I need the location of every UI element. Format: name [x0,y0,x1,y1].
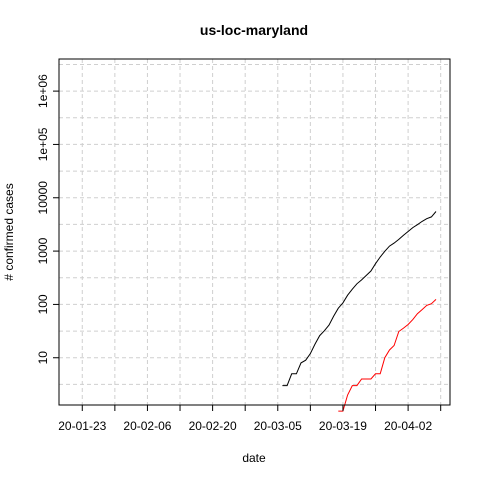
x-tick-label: 20-03-05 [254,419,302,433]
y-tick-label: 1000 [36,237,50,264]
chart-title: us-loc-maryland [200,22,308,38]
y-tick-label: 1e+06 [36,74,50,108]
series-line-1 [282,211,437,387]
x-tick-label: 20-02-06 [123,419,171,433]
x-axis: 20-01-23 20-02-06 20-02-20 20-03-05 20-03-19… [58,404,442,433]
x-tick-label: 20-01-23 [58,419,106,433]
x-axis-label: date [242,451,266,465]
series-lines [282,211,437,412]
y-axis: 10 100 1000 10000 1e+05 1e+06 [36,74,60,365]
y-tick-label: 1e+05 [36,127,50,161]
x-tick-label: 20-03-19 [319,419,367,433]
plot-area-border [58,58,451,406]
x-tick-label: 20-04-02 [384,419,432,433]
y-axis-label: # confirmed cases [2,183,16,280]
series-line-2 [338,299,437,412]
grid-lines [59,59,450,405]
y-tick-label: 10 [36,351,50,365]
x-tick-label: 20-02-20 [189,419,237,433]
y-tick-label: 100 [36,294,50,314]
y-tick-label: 10000 [36,181,50,215]
